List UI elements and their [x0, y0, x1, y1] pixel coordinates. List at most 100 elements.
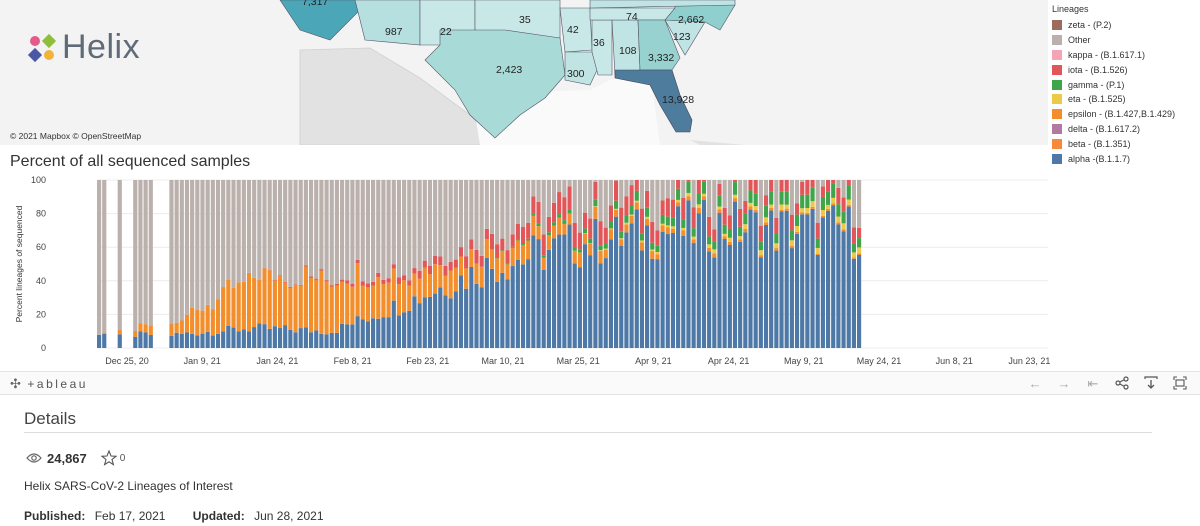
bar-segment-alpha[interactable] — [469, 266, 474, 348]
bar-segment-gamma[interactable] — [779, 191, 784, 205]
bar-segment-eta[interactable] — [608, 228, 613, 230]
bar-segment-other[interactable] — [267, 180, 272, 270]
bar-segment-alpha[interactable] — [541, 269, 546, 348]
bar-segment-other[interactable] — [619, 180, 624, 208]
bar-segment-beta_epsilon[interactable] — [825, 208, 831, 211]
bar-segment-other[interactable] — [655, 180, 660, 231]
bar-segment-eta[interactable] — [815, 247, 820, 254]
bar-segment-other[interactable] — [774, 180, 779, 218]
bar-segment-other[interactable] — [479, 180, 484, 256]
bar-segment-beta_epsilon[interactable] — [562, 223, 567, 235]
bar-segment-beta_epsilon[interactable] — [681, 230, 686, 236]
bar-segment-iota[interactable] — [288, 286, 293, 288]
bar-segment-beta_epsilon[interactable] — [324, 281, 329, 335]
bar-segment-beta_epsilon[interactable] — [495, 258, 500, 282]
bar-segment-alpha[interactable] — [200, 333, 205, 348]
bar-segment-iota[interactable] — [815, 222, 820, 239]
bar-segment-beta_epsilon[interactable] — [588, 243, 593, 256]
bar-segment-gamma[interactable] — [614, 200, 619, 209]
bar-segment-alpha[interactable] — [190, 333, 195, 348]
bar-segment-alpha[interactable] — [138, 331, 143, 348]
bar-segment-other[interactable] — [789, 180, 794, 215]
bar-segment-other[interactable] — [582, 180, 588, 213]
bar-segment-alpha[interactable] — [655, 259, 660, 348]
bar-segment-other[interactable] — [707, 180, 712, 217]
bar-segment-beta_epsilon[interactable] — [339, 281, 345, 324]
bar-segment-beta_epsilon[interactable] — [536, 226, 541, 240]
bar-segment-beta_epsilon[interactable] — [355, 263, 360, 317]
bar-segment-eta[interactable] — [738, 236, 743, 240]
bar-segment-other[interactable] — [427, 180, 433, 266]
bar-segment-iota[interactable] — [645, 190, 650, 208]
bar-segment-beta_epsilon[interactable] — [236, 282, 241, 332]
bar-segment-other[interactable] — [841, 180, 846, 198]
bar-segment-other[interactable] — [350, 180, 355, 284]
bar-segment-beta_epsilon[interactable] — [603, 249, 608, 259]
bar-segment-iota[interactable] — [484, 228, 489, 240]
bar-segment-other[interactable] — [236, 180, 241, 283]
bar-segment-iota[interactable] — [314, 278, 319, 280]
bar-segment-iota[interactable] — [443, 265, 448, 276]
bar-segment-gamma[interactable] — [774, 234, 779, 244]
bar-segment-alpha[interactable] — [510, 266, 515, 348]
bar-segment-alpha[interactable] — [314, 330, 319, 348]
bar-segment-eta[interactable] — [753, 206, 758, 211]
bar-segment-alpha[interactable] — [769, 210, 774, 348]
bar-segment-alpha[interactable] — [298, 328, 303, 348]
bar-segment-alpha[interactable] — [391, 300, 396, 348]
bar-segment-alpha[interactable] — [588, 255, 593, 348]
bar-segment-other[interactable] — [143, 180, 148, 325]
bar-segment-beta_epsilon[interactable] — [676, 202, 681, 207]
bar-segment-gamma[interactable] — [732, 182, 738, 195]
legend-item[interactable]: iota - (B.1.526) — [1052, 62, 1200, 77]
bar-segment-alpha[interactable] — [443, 295, 448, 348]
bar-segment-alpha[interactable] — [484, 257, 489, 348]
bar-segment-beta_epsilon[interactable] — [365, 287, 371, 322]
bar-segment-iota[interactable] — [277, 275, 283, 277]
bar-segment-beta_epsilon[interactable] — [515, 240, 520, 260]
bar-segment-iota[interactable] — [836, 187, 841, 205]
bar-segment-beta_epsilon[interactable] — [314, 279, 319, 331]
bar-segment-iota[interactable] — [846, 180, 851, 186]
bar-segment-iota[interactable] — [753, 180, 758, 194]
bar-segment-gamma[interactable] — [660, 214, 665, 224]
bar-segment-alpha[interactable] — [433, 293, 438, 348]
bar-segment-iota[interactable] — [650, 221, 655, 243]
bar-segment-iota[interactable] — [319, 269, 324, 271]
bar-segment-other[interactable] — [453, 180, 458, 260]
bar-segment-iota[interactable] — [396, 277, 402, 285]
bar-segment-beta_epsilon[interactable] — [184, 314, 190, 333]
bar-segment-alpha[interactable] — [608, 239, 613, 348]
bar-segment-eta[interactable] — [598, 250, 603, 251]
bar-segment-beta_epsilon[interactable] — [629, 215, 634, 224]
bar-segment-other[interactable] — [505, 180, 510, 251]
bar-segment-iota[interactable] — [551, 202, 557, 223]
bar-segment-alpha[interactable] — [133, 336, 138, 348]
bar-segment-iota[interactable] — [593, 181, 598, 200]
bar-segment-iota[interactable] — [293, 284, 298, 286]
bar-segment-alpha[interactable] — [407, 310, 412, 348]
bar-segment-beta_epsilon[interactable] — [743, 228, 748, 233]
bar-segment-alpha[interactable] — [676, 206, 681, 348]
bar-segment-alpha[interactable] — [572, 263, 577, 348]
bar-segment-iota[interactable] — [469, 239, 474, 250]
bar-segment-alpha[interactable] — [665, 234, 670, 348]
bar-segment-beta_epsilon[interactable] — [639, 242, 645, 251]
bar-segment-other[interactable] — [376, 180, 381, 273]
bar-segment-eta[interactable] — [732, 194, 738, 199]
bar-segment-alpha[interactable] — [148, 334, 153, 348]
legend-item[interactable]: kappa - (B.1.617.1) — [1052, 48, 1200, 63]
bar-segment-beta_epsilon[interactable] — [836, 222, 841, 225]
bar-segment-alpha[interactable] — [453, 291, 458, 348]
bar-segment-iota[interactable] — [422, 260, 427, 268]
bar-segment-gamma[interactable] — [531, 213, 536, 216]
bar-segment-alpha[interactable] — [355, 316, 360, 348]
bar-segment-beta_epsilon[interactable] — [438, 265, 443, 288]
bar-segment-iota[interactable] — [324, 280, 329, 282]
bar-segment-beta_epsilon[interactable] — [722, 236, 727, 239]
bar-segment-iota[interactable] — [738, 208, 743, 227]
bar-segment-beta_epsilon[interactable] — [779, 209, 784, 212]
bar-segment-iota[interactable] — [608, 205, 613, 223]
bar-segment-eta[interactable] — [774, 243, 779, 249]
download-button[interactable] — [1142, 376, 1160, 392]
